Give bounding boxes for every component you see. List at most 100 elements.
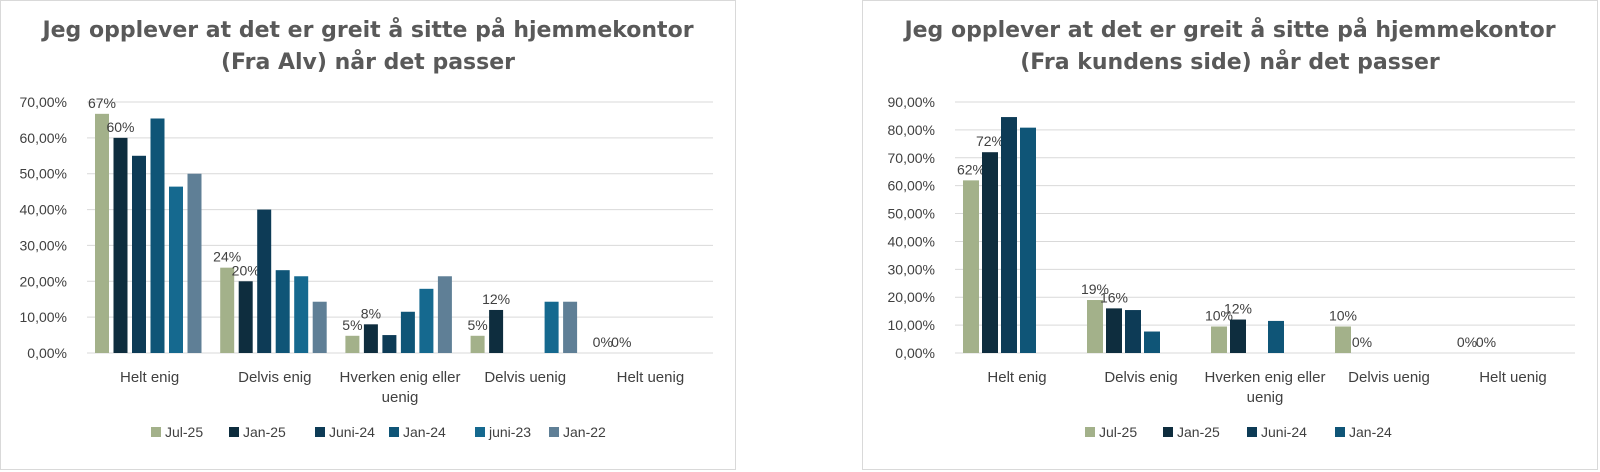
bar [220,267,235,353]
legend-swatch [475,427,485,437]
data-label: 5% [467,317,487,333]
legend-swatch [389,427,399,437]
data-label: 20% [232,262,260,278]
bar [1020,127,1036,353]
bar-chart-alv: 0,00% 10,00% 20,00% 30,00% 40,00% 50,00% 60,00… [20,94,713,440]
bar [312,301,327,353]
x-category-label: Helt enig [987,369,1046,386]
legend-label: Jul-25 [1099,424,1137,440]
bar [150,118,165,353]
y-tick-label: 0,00% [895,345,935,361]
bar [437,276,452,353]
bar [1335,326,1351,353]
legend-swatch [315,427,325,437]
y-tick-label: 30,00% [888,261,935,277]
x-category-label: Delvis enig [1104,369,1177,386]
x-category-label: Hverken enig eller [340,369,461,386]
bar [382,335,397,353]
data-label: 0% [611,334,631,350]
y-tick-label: 0,00% [27,345,67,361]
bar [1211,326,1227,353]
y-tick-label: 20,00% [20,273,67,289]
x-category-label: Hverken enig eller [1205,369,1326,386]
bar [132,155,146,353]
data-label: 5% [342,317,362,333]
x-category-label: uenig [1247,389,1284,406]
x-category-label: uenig [382,389,419,406]
bar [257,209,272,353]
data-label: 10% [1205,308,1233,324]
y-tick-label: 70,00% [20,94,67,110]
y-tick-label: 50,00% [888,206,935,222]
bar [187,173,202,353]
bar [982,152,998,353]
data-label: 12% [482,291,510,307]
legend-swatch [151,427,161,437]
data-label: 19% [1081,281,1109,297]
bar [470,335,485,353]
bar [275,270,290,353]
legend-label: Jan-25 [1177,424,1220,440]
x-category-label: Helt enig [120,369,179,386]
bar [345,335,360,353]
y-tick-label: 40,00% [888,233,935,249]
x-category-label: Delvis enig [238,369,311,386]
data-label: 0% [1352,334,1372,350]
data-label: 8% [361,305,381,321]
bar [563,301,578,353]
bar [419,288,434,353]
legend-swatch [1335,427,1345,437]
legend-label: Jan-24 [1349,424,1392,440]
bar [400,311,415,353]
data-label: 67% [88,95,116,111]
bar [1144,331,1160,353]
y-tick-label: 30,00% [20,237,67,253]
legend-label: Juni-24 [329,424,375,440]
bar [1268,320,1284,353]
data-label: 16% [1100,289,1128,305]
data-label: 62% [957,161,985,177]
bar [294,276,309,353]
legend-label: Juni-24 [1261,424,1307,440]
bar [1106,308,1122,353]
bar [544,301,559,353]
data-label: 10% [1329,308,1357,324]
chart-title: Jeg opplever at det er greit å sitte på … [904,18,1556,75]
x-category-label: Delvis uenig [1348,369,1430,386]
y-tick-label: 60,00% [20,130,67,146]
y-tick-label: 40,00% [20,202,67,218]
chart-panel-kunde: Jeg opplever at det er greit å sitte på … [862,0,1598,470]
bar [113,137,128,353]
bar [1125,310,1141,353]
bar [169,186,183,353]
y-tick-label: 50,00% [20,166,67,182]
legend-swatch [229,427,239,437]
bar [1087,300,1103,353]
x-category-label: Helt uenig [617,369,685,386]
chart-panel-alv: Jeg opplever at det er greit å sitte på … [0,0,736,470]
legend-swatch [1085,427,1095,437]
legend-label: juni-23 [488,424,531,440]
data-label: 24% [213,249,241,265]
y-tick-label: 80,00% [888,122,935,138]
legend-label: Jul-25 [165,424,203,440]
y-tick-label: 10,00% [888,317,935,333]
y-tick-label: 20,00% [888,289,935,305]
legend-swatch [549,427,559,437]
bar [238,281,253,353]
data-label: 0% [1457,334,1477,350]
y-tick-label: 10,00% [20,309,67,325]
bar [363,324,378,353]
bar [1230,319,1246,353]
legend-swatch [1163,427,1173,437]
x-category-label: Helt uenig [1479,369,1547,386]
y-tick-label: 60,00% [888,178,935,194]
data-label: 0% [1476,334,1496,350]
chart-title: Jeg opplever at det er greit å sitte på … [42,18,694,75]
data-label: 0% [593,334,613,350]
bar [1001,117,1017,353]
bar [95,113,109,353]
bar [963,180,979,353]
legend-label: Jan-24 [403,424,446,440]
y-tick-label: 90,00% [888,94,935,110]
